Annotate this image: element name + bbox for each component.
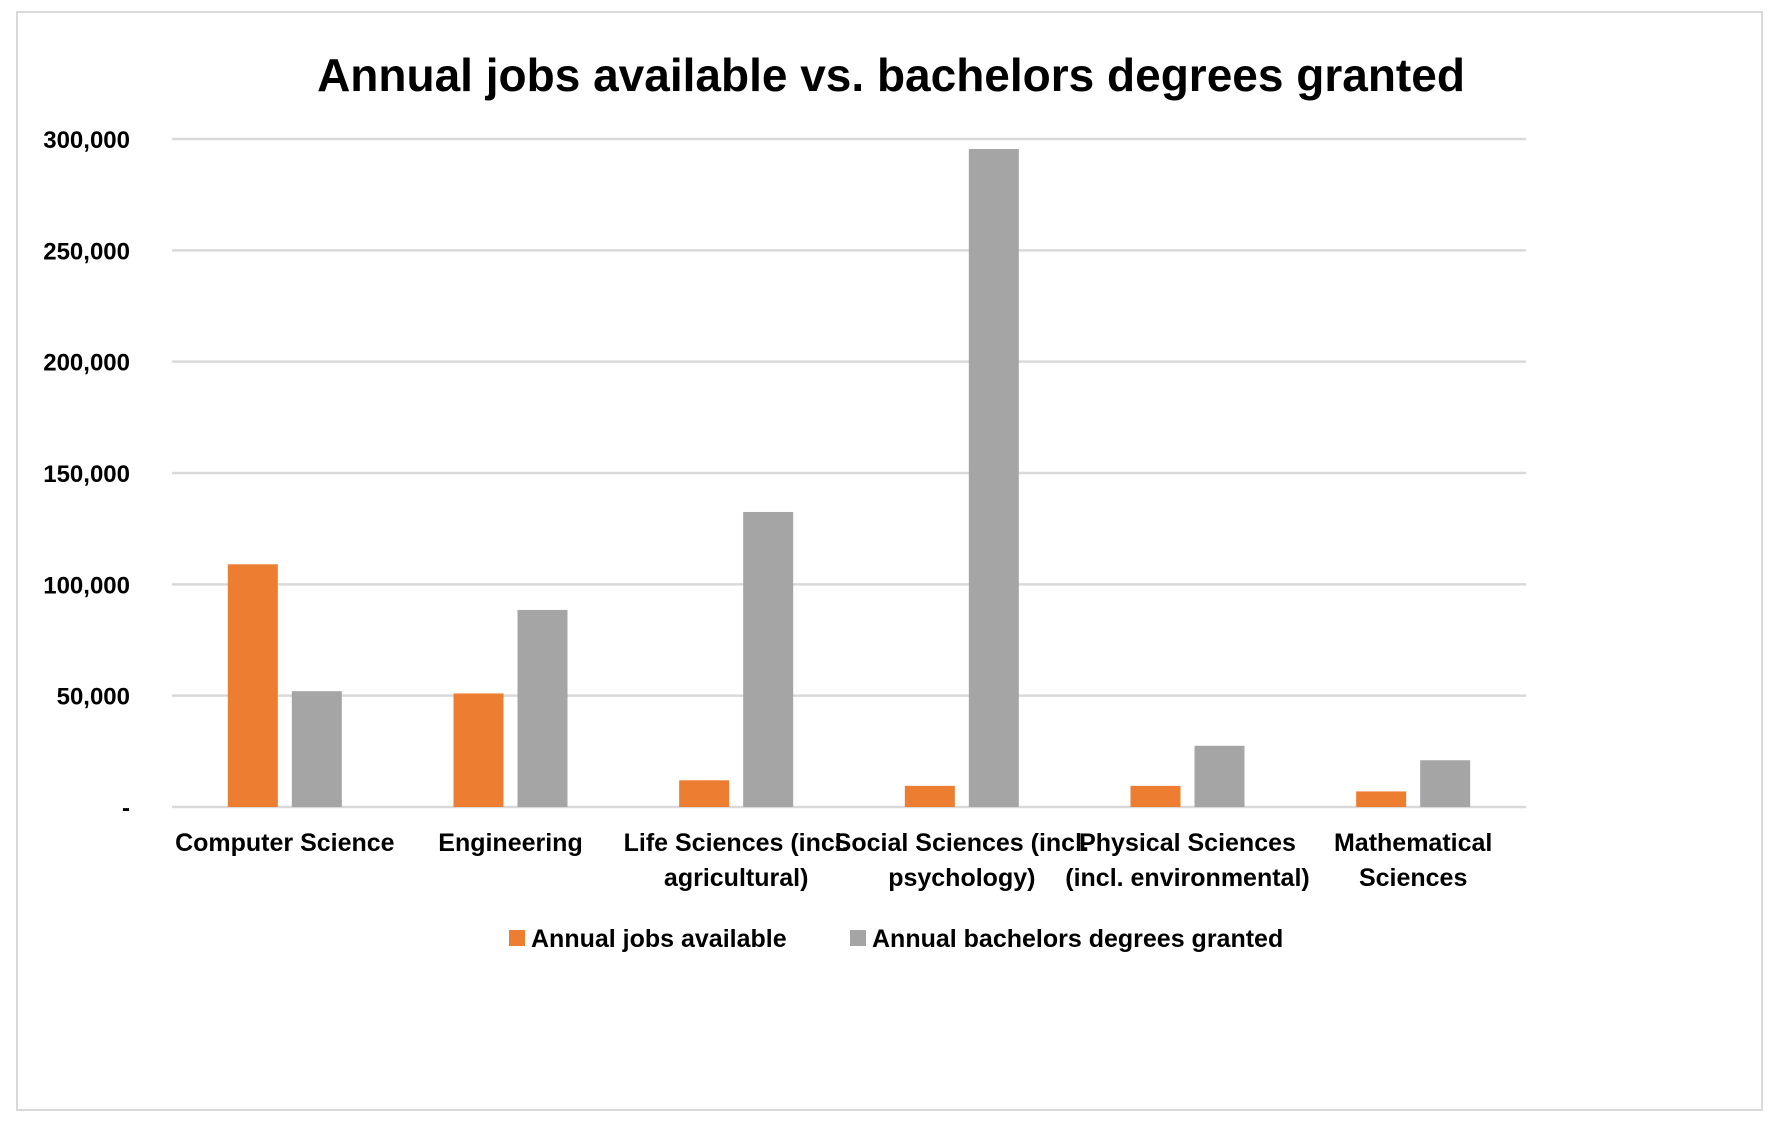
y-tick-label: - xyxy=(122,795,130,822)
bar-jobs xyxy=(453,693,504,807)
bar-jobs xyxy=(1130,785,1181,807)
legend-swatch xyxy=(509,930,525,946)
y-tick-label: 250,000 xyxy=(43,238,130,265)
gridlines xyxy=(172,137,1526,809)
x-category-label: Sciences xyxy=(1359,864,1467,892)
bars xyxy=(227,149,1471,807)
x-category-label: (incl. environmental) xyxy=(1065,864,1309,892)
bar-degrees xyxy=(968,149,1019,807)
bar-degrees xyxy=(291,691,342,807)
y-tick-label: 150,000 xyxy=(43,461,130,488)
y-tick-label: 50,000 xyxy=(57,684,130,711)
y-axis-tick-labels: - 50,000 100,000 150,000 200,000 250,000 300,0… xyxy=(43,127,130,822)
x-category-label: Engineering xyxy=(438,829,582,857)
x-category-label: Life Sciences (incl. xyxy=(624,829,849,857)
x-category-label: Social Sciences (incl. xyxy=(835,829,1089,857)
y-tick-label: 100,000 xyxy=(43,572,130,599)
bar-degrees xyxy=(1420,760,1471,807)
bar-jobs xyxy=(679,780,730,807)
legend-label: Annual bachelors degrees granted xyxy=(872,925,1283,953)
legend-label: Annual jobs available xyxy=(531,925,787,953)
x-category-label: agricultural) xyxy=(664,864,808,892)
chart-frame: Annual jobs available vs. bachelors degr… xyxy=(16,11,1763,1111)
bar-jobs xyxy=(904,785,955,807)
bar-chart: Annual jobs available vs. bachelors degr… xyxy=(43,49,1526,953)
y-tick-label: 200,000 xyxy=(43,350,130,377)
y-tick-label: 300,000 xyxy=(43,127,130,154)
legend-swatch xyxy=(850,930,866,946)
bar-degrees xyxy=(1194,745,1245,807)
bar-jobs xyxy=(227,564,278,807)
x-category-label: psychology) xyxy=(888,864,1035,892)
x-category-label: Mathematical xyxy=(1334,829,1492,857)
x-category-label: Physical Sciences xyxy=(1079,829,1296,857)
bar-degrees xyxy=(743,511,794,807)
bar-degrees xyxy=(517,609,568,807)
x-category-label: Computer Science xyxy=(175,829,395,857)
legend: Annual jobs available Annual bachelors de… xyxy=(509,925,1283,953)
bar-jobs xyxy=(1356,791,1407,807)
chart-title: Annual jobs available vs. bachelors degr… xyxy=(317,49,1465,101)
x-axis-category-labels: Computer Science Engineering Life Sciences… xyxy=(175,829,1492,892)
